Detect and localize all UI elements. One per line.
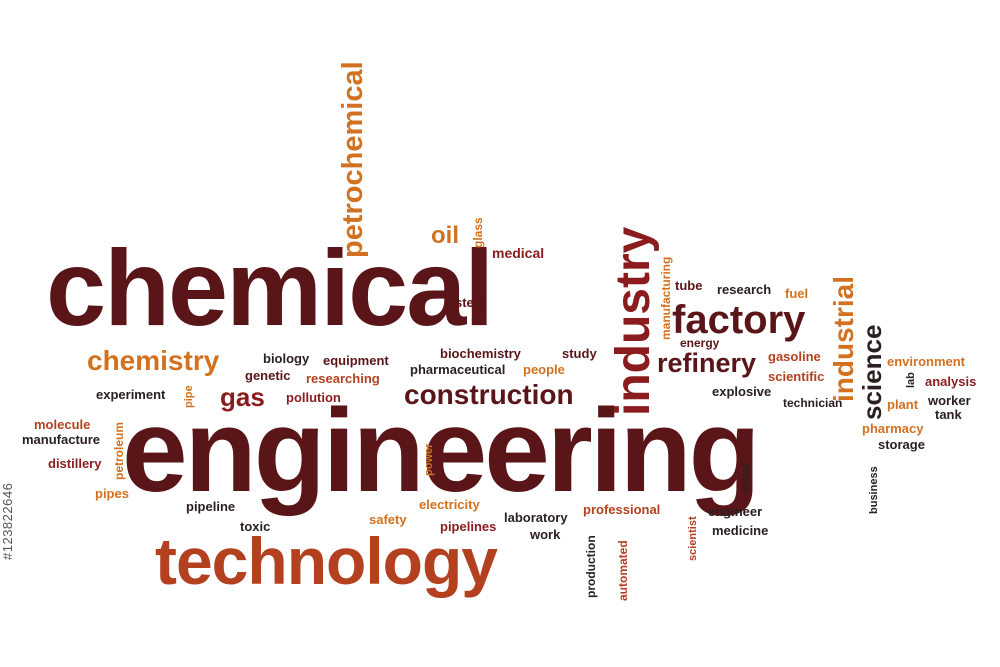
word: researching xyxy=(306,371,380,386)
word: biology xyxy=(263,351,310,366)
word: explosive xyxy=(712,384,772,399)
watermark-id: #123822646 xyxy=(0,482,15,560)
word: petroleum xyxy=(112,421,126,480)
word: industry xyxy=(607,226,660,416)
word: automated xyxy=(616,540,630,601)
word: pipe xyxy=(183,385,195,408)
word: scientific xyxy=(768,369,825,384)
word: biochemistry xyxy=(440,346,521,361)
word: pharmaceutical xyxy=(410,362,506,377)
word: distillery xyxy=(48,456,102,471)
word: equipment xyxy=(323,353,389,368)
word: scientist xyxy=(687,516,699,561)
word: pipeline xyxy=(186,499,236,514)
word: steel xyxy=(455,295,485,310)
word: pollution xyxy=(286,390,341,405)
word: glass xyxy=(471,217,485,248)
word: storage xyxy=(878,437,925,452)
word: analysis xyxy=(925,374,977,389)
word: technician xyxy=(783,396,843,410)
word: environment xyxy=(887,354,966,369)
word: tank xyxy=(935,407,962,422)
word: manufacturing xyxy=(659,256,673,340)
word: chemical xyxy=(46,227,494,348)
word: industrial xyxy=(828,275,859,402)
word: safety xyxy=(369,512,407,527)
word: engineer xyxy=(708,504,763,519)
word: professional xyxy=(583,502,661,517)
word: technology xyxy=(155,524,498,598)
word: petrochemical xyxy=(337,61,369,258)
word: gas xyxy=(220,382,265,412)
word: power xyxy=(423,443,435,476)
word: medicine xyxy=(712,523,769,538)
word: construction xyxy=(404,379,574,410)
word: factory xyxy=(672,298,806,342)
word: pipes xyxy=(95,486,129,501)
word: tube xyxy=(675,278,703,293)
word: manufacture xyxy=(22,432,101,447)
word: science xyxy=(857,324,887,420)
word: work xyxy=(530,527,561,542)
word: worker xyxy=(928,393,971,408)
word: oil xyxy=(431,222,459,249)
word: business xyxy=(868,466,880,514)
word: engineering xyxy=(122,385,761,517)
word: medical xyxy=(492,245,545,261)
word: pipelines xyxy=(440,519,497,534)
word: fuel xyxy=(785,286,809,301)
word: genetic xyxy=(245,368,291,383)
word: pharmacy xyxy=(862,421,924,436)
word: energy xyxy=(680,336,720,350)
word: people xyxy=(523,362,565,377)
word: study xyxy=(562,346,597,361)
word: metal xyxy=(740,464,752,493)
word: chemistry xyxy=(87,345,220,376)
word: molecule xyxy=(34,417,91,432)
word: electricity xyxy=(419,497,480,512)
word: production xyxy=(584,535,598,598)
word: toxic xyxy=(240,519,271,534)
word: research xyxy=(717,282,772,297)
word: gasoline xyxy=(768,349,821,364)
word: experiment xyxy=(96,387,166,402)
word: laboratory xyxy=(504,510,568,525)
word: refinery xyxy=(657,348,757,378)
word: lab xyxy=(905,372,917,388)
word: plant xyxy=(887,397,919,412)
